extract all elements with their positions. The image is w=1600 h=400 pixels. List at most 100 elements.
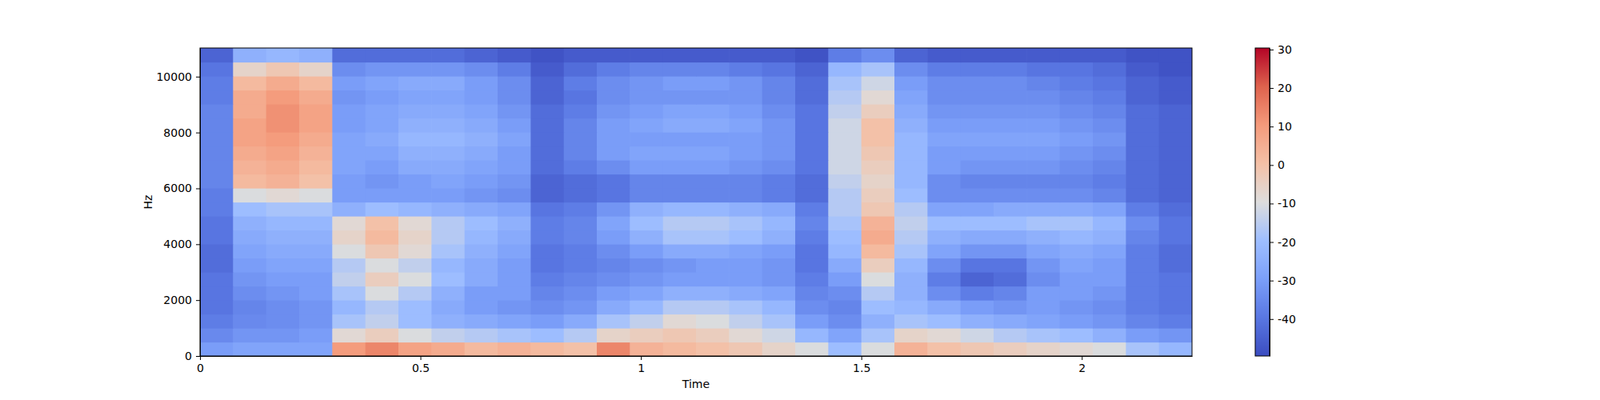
cell [1026,216,1060,231]
cell [431,285,465,300]
x-axis: 00.511.52 [196,356,1192,375]
cell [828,300,862,315]
cell [696,118,730,133]
cell [894,202,928,217]
cell [1159,314,1192,329]
tick-label: 2 [1078,361,1086,375]
cell [1159,216,1192,231]
colorbar [1255,48,1270,356]
cell [728,48,763,63]
cell [299,202,333,217]
cell [728,328,763,343]
tick-label: 10 [1277,120,1292,133]
cell [431,76,465,91]
cell [728,146,763,161]
cell [1060,89,1094,104]
cell [464,132,499,147]
cell [927,300,961,315]
cell [365,104,400,119]
cell [530,285,564,300]
cell [365,61,400,76]
cell [232,188,267,203]
cell [596,244,631,259]
cell [299,76,333,91]
cell [497,146,532,161]
cell [1092,230,1127,245]
cell [530,272,564,287]
cell [232,160,267,175]
cell [398,272,432,287]
cell [1159,146,1192,161]
cell [762,300,796,315]
cell [431,188,465,203]
cell [497,173,532,188]
cell [960,173,995,188]
cell [663,61,697,76]
cell [762,146,796,161]
cell [464,342,499,356]
cell [993,146,1028,161]
cell [200,257,234,272]
cell [564,76,598,91]
cell [232,257,267,272]
cell [596,216,631,231]
cell [398,76,432,91]
cell [564,216,598,231]
cell [1060,104,1094,119]
cell [728,202,763,217]
cell [431,272,465,287]
cell [398,118,432,133]
cell [993,104,1028,119]
cell [299,48,333,63]
cell [629,202,664,217]
cell [299,244,333,259]
cell [960,76,995,91]
cell [1125,230,1160,245]
cell [332,89,366,104]
cell [1125,272,1160,287]
cell [1092,160,1127,175]
cell [266,104,300,119]
cell [960,300,995,315]
cell [299,314,333,329]
cell [894,61,928,76]
cell [960,257,995,272]
cell [1092,328,1127,343]
cell [629,132,664,147]
cell [1060,285,1094,300]
cell [861,188,896,203]
colorbar-axis: -40-30-20-100102030 [1269,43,1296,357]
cell [530,314,564,329]
cell [266,132,300,147]
cell [1159,285,1192,300]
cell [762,328,796,343]
cell [365,300,400,315]
cell [365,328,400,343]
cell [299,132,333,147]
cell [266,146,300,161]
cell [431,244,465,259]
cell [365,173,400,188]
cell [696,173,730,188]
cell [728,104,763,119]
axis-line [200,48,201,357]
tick-label: 1 [637,361,645,375]
cell [1026,89,1060,104]
cell [993,160,1028,175]
cell [266,89,300,104]
tick: -10 [1269,196,1296,210]
cell [762,132,796,147]
cell [564,132,598,147]
cell [564,160,598,175]
cell [1092,104,1127,119]
tick: -40 [1269,312,1296,326]
cell [530,342,564,356]
cell [828,202,862,217]
cell [332,230,366,245]
cell [266,285,300,300]
cell [696,188,730,203]
cell [960,272,995,287]
cell [629,188,664,203]
cell [993,118,1028,133]
cell [332,173,366,188]
